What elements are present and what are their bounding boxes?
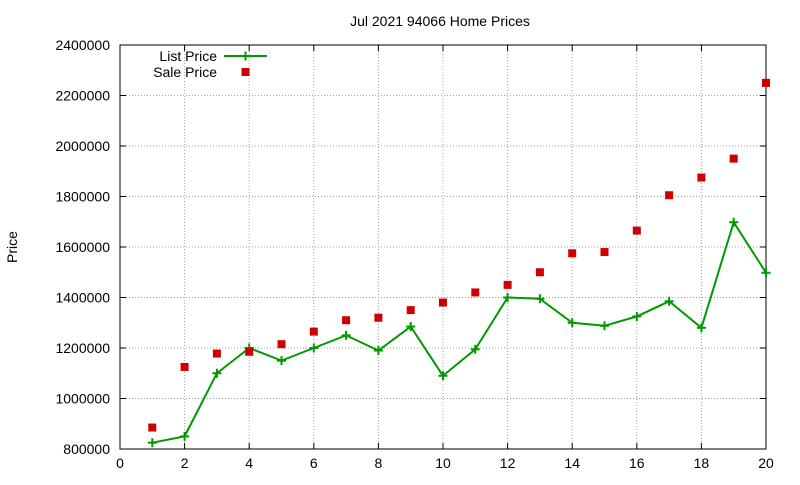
sale-price-point (374, 313, 383, 322)
y-tick-label: 2400000 (55, 37, 110, 53)
x-tick-label: 20 (758, 455, 774, 471)
sale-price-point (697, 173, 706, 182)
y-tick-label: 1600000 (55, 239, 110, 255)
x-tick-label: 12 (500, 455, 516, 471)
x-tick-label: 8 (375, 455, 383, 471)
list-price-point (567, 318, 577, 328)
x-tick-label: 18 (694, 455, 710, 471)
sale-price-point (212, 349, 221, 358)
sale-price-point (503, 280, 512, 289)
sale-price-point (600, 248, 609, 257)
sale-price-point (729, 154, 738, 163)
list-price-point (503, 293, 513, 302)
y-tick-label: 1200000 (55, 340, 110, 356)
list-price-point (535, 294, 545, 304)
list-price-point (761, 268, 771, 278)
x-tick-label: 2 (181, 455, 189, 471)
list-price-point (277, 356, 286, 366)
sale-price-point (535, 268, 544, 277)
x-tick-label: 6 (310, 455, 318, 471)
sale-price-point (568, 249, 577, 258)
list-price-point (696, 323, 706, 333)
sale-price-point (309, 327, 318, 336)
sale-price-point (277, 340, 286, 349)
series-1 (147, 217, 771, 448)
sale-price-point (406, 306, 415, 315)
list-price-point (438, 371, 448, 381)
y-axis-ticks: 800000 1000000 1200000 1400000 1600000 180000… (55, 37, 766, 457)
y-axis-label: Price (4, 231, 20, 263)
list-price-point (373, 346, 383, 356)
x-tick-label: 14 (564, 455, 580, 471)
sale-price-point (439, 298, 447, 307)
legend-square-swatch (241, 68, 250, 76)
sale-price-point (148, 423, 157, 432)
list-price-point (664, 296, 674, 306)
list-price-point (600, 321, 609, 331)
x-tick-label: 10 (435, 455, 451, 471)
list-price-point (309, 343, 319, 353)
sale-price-point (471, 288, 480, 297)
y-tick-label: 1400000 (55, 290, 110, 306)
legend-plus-swatch (241, 51, 250, 61)
x-tick-label: 4 (245, 455, 253, 471)
sale-price-point (245, 347, 254, 356)
y-tick-label: 2000000 (55, 138, 110, 154)
sale-price-point (762, 78, 770, 87)
list-price-point (406, 322, 416, 332)
list-price-line (152, 221, 767, 444)
list-price-point (729, 217, 739, 227)
list-price-point (470, 344, 480, 354)
sale-price-point (665, 191, 674, 200)
chart-title: Jul 2021 94066 Home Prices (350, 13, 530, 29)
x-tick-label: 0 (116, 455, 124, 471)
y-tick-label: 1000000 (55, 391, 110, 407)
list-price-point (147, 438, 157, 448)
y-tick-label: 800000 (63, 441, 110, 457)
list-price-point (212, 368, 222, 378)
sale-price-point (180, 362, 189, 371)
legend-label: List Price (159, 48, 217, 64)
x-axis-ticks: 0 2 4 6 8 10 12 14 16 18 20 (116, 45, 774, 471)
series-2 (148, 78, 770, 432)
list-price-point (632, 311, 642, 321)
sale-price-point (632, 226, 641, 235)
grid-layer (120, 45, 766, 449)
y-tick-label: 1800000 (55, 189, 110, 205)
y-tick-label: 2200000 (55, 88, 110, 104)
x-tick-label: 16 (629, 455, 645, 471)
list-price-point (341, 330, 351, 340)
series-layer (147, 78, 771, 448)
sale-price-point (342, 316, 351, 325)
legend-label: Sale Price (153, 64, 217, 80)
list-price-point (180, 431, 190, 441)
